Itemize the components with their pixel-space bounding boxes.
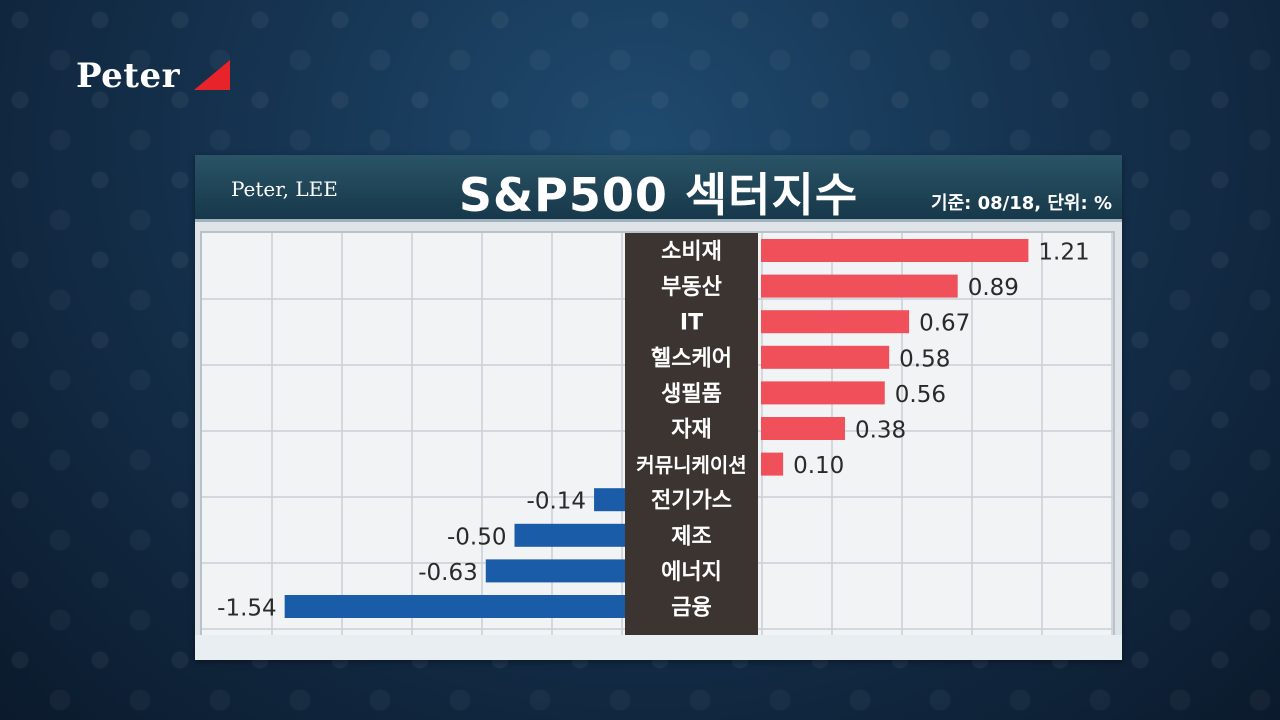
category-label: 소비재 xyxy=(661,240,722,265)
bar xyxy=(761,274,958,298)
value-label: -0.14 xyxy=(527,489,587,515)
bar xyxy=(761,381,885,405)
category-label-panel xyxy=(625,233,758,635)
bar-chart: 소비재 1.21 부동산 0.89 IT 0.67 헬스케어 0.58 생필품 0.56 자재 0.3… xyxy=(202,233,1113,635)
panel-footer xyxy=(195,635,1122,660)
bar xyxy=(485,559,625,583)
category-label: 에너지 xyxy=(661,560,722,585)
value-label: -0.50 xyxy=(447,524,507,550)
bar xyxy=(761,452,784,476)
category-label: 자재 xyxy=(671,418,711,443)
chart-meta: 기준: 08/18, 단위: % xyxy=(931,193,1112,214)
bar xyxy=(761,417,845,440)
category-label: 금융 xyxy=(671,596,711,621)
value-label: 0.38 xyxy=(855,418,906,444)
author-label: Peter, LEE xyxy=(231,177,338,201)
chart-panel: Peter, LEE S&P500 섹터지수 기준: 08/18, 단위: % … xyxy=(195,155,1122,660)
logo-text: Peter xyxy=(76,56,181,96)
value-label: 0.67 xyxy=(919,311,970,337)
category-label: 전기가스 xyxy=(651,489,732,514)
bar xyxy=(284,595,625,618)
category-label: 제조 xyxy=(671,524,711,549)
value-label: 0.58 xyxy=(899,346,950,372)
category-label: 헬스케어 xyxy=(651,346,732,371)
bar xyxy=(761,239,1029,262)
logo-flag-icon xyxy=(194,60,230,90)
plot-area: 소비재 1.21 부동산 0.89 IT 0.67 헬스케어 0.58 생필품 0.56 자재 0.3… xyxy=(200,231,1115,637)
bar xyxy=(594,488,625,512)
chart-title: S&P500 섹터지수 xyxy=(458,168,859,222)
bar xyxy=(761,345,890,369)
category-label: 커뮤니케이션 xyxy=(636,453,746,477)
category-label: 생필품 xyxy=(661,382,722,407)
value-label: 0.89 xyxy=(968,275,1019,301)
value-label: -0.63 xyxy=(418,560,478,586)
bar xyxy=(514,523,625,547)
chart-header: Peter, LEE S&P500 섹터지수 기준: 08/18, 단위: % xyxy=(195,155,1122,222)
category-label: 부동산 xyxy=(661,275,722,300)
bar xyxy=(761,310,910,334)
value-label: -1.54 xyxy=(217,596,277,622)
value-label: 0.56 xyxy=(895,382,946,408)
category-label: IT xyxy=(680,311,703,336)
value-label: 1.21 xyxy=(1038,240,1089,266)
value-label: 0.10 xyxy=(793,453,844,479)
